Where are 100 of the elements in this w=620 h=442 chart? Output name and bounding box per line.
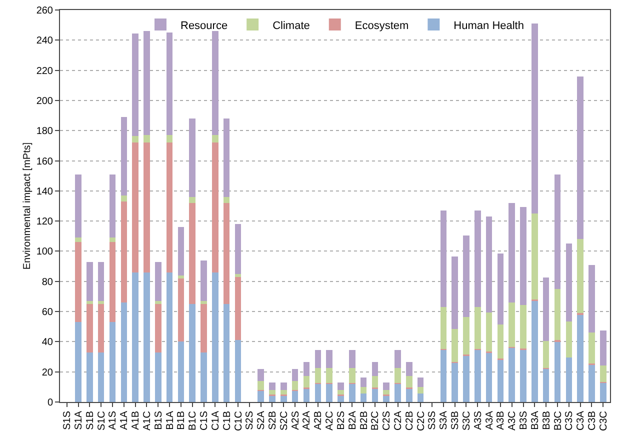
bar	[200, 300, 207, 304]
bar	[463, 235, 470, 317]
bar	[189, 304, 196, 402]
bar	[258, 390, 264, 402]
x-tick-label: S3B	[450, 410, 462, 430]
bar	[189, 118, 196, 197]
bar	[75, 238, 82, 242]
bar	[86, 304, 93, 352]
bar	[200, 260, 207, 301]
x-tick-label: S2S	[244, 410, 256, 430]
bar	[292, 390, 298, 402]
legend-label: Human Health	[454, 20, 524, 32]
bar	[360, 386, 367, 394]
bar	[338, 382, 344, 390]
x-tick-label: C1A	[210, 410, 222, 430]
bar	[314, 368, 322, 384]
bar	[132, 142, 138, 272]
x-tick-label: S3S	[427, 410, 438, 430]
bar	[588, 264, 595, 333]
bar	[292, 381, 298, 390]
bar	[372, 376, 378, 388]
legend-label: Resource	[180, 20, 228, 32]
bar	[383, 390, 390, 395]
y-tick-label: 60	[42, 307, 54, 318]
x-tick-label: A2S	[290, 410, 302, 430]
bar	[588, 332, 595, 364]
bar	[566, 244, 572, 322]
x-tick-label: S1S	[62, 410, 74, 430]
bar	[417, 393, 424, 402]
bar	[200, 304, 207, 352]
y-tick-label: 120	[36, 216, 54, 228]
bar	[269, 382, 276, 390]
bar	[98, 352, 104, 402]
bar	[532, 300, 538, 402]
y-tick-label: 80	[42, 276, 54, 288]
bar	[303, 388, 310, 402]
bar	[554, 288, 561, 340]
bar	[120, 201, 128, 302]
bar	[234, 340, 242, 402]
x-tick-label: B2B	[358, 410, 370, 430]
x-tick-label: S1C	[96, 411, 108, 430]
bar	[417, 386, 424, 394]
bar	[554, 342, 561, 402]
bar	[166, 142, 173, 272]
bar	[178, 275, 184, 278]
bar	[600, 365, 606, 382]
bar	[212, 272, 218, 402]
bar	[132, 136, 138, 143]
bar	[166, 135, 173, 143]
bar	[440, 210, 447, 308]
bar	[497, 324, 504, 358]
bar	[269, 390, 276, 395]
x-tick-label: S1A	[74, 410, 85, 430]
bar	[463, 316, 470, 355]
legend-label: Ecosystem	[354, 20, 409, 32]
bar	[577, 314, 584, 402]
bar	[486, 216, 492, 312]
bar	[144, 31, 150, 136]
x-tick-label: A2C	[324, 411, 336, 430]
bar	[109, 322, 116, 402]
bar	[372, 388, 378, 402]
x-tick-label: C2A	[393, 410, 404, 430]
bar	[120, 195, 128, 202]
bar	[154, 262, 162, 301]
bar	[406, 376, 412, 388]
x-tick-label: B3S	[518, 410, 530, 430]
bar	[166, 272, 173, 402]
x-tick-label: A1B	[130, 410, 142, 430]
bar	[109, 238, 116, 242]
x-tick-label: C2B	[404, 410, 416, 430]
x-tick-label: C1S	[199, 410, 210, 430]
x-tick-label: C3A	[576, 410, 587, 430]
bar	[348, 350, 356, 368]
bar	[144, 142, 150, 272]
bar	[542, 278, 550, 341]
bar	[360, 378, 367, 387]
bar	[189, 202, 196, 304]
y-tick-label: 100	[36, 246, 54, 258]
bar	[338, 390, 344, 395]
bar	[109, 242, 116, 322]
x-tick-label: B3B	[541, 410, 552, 430]
bar	[600, 382, 606, 402]
bar	[223, 118, 230, 197]
legend-label: Climate	[272, 20, 310, 32]
bar	[258, 369, 264, 382]
x-tick-label: A1C	[142, 411, 153, 430]
bar	[154, 300, 162, 304]
bar	[566, 321, 572, 358]
x-tick-label: B3A	[530, 410, 541, 430]
y-tick-label: 260	[36, 6, 54, 16]
bar	[542, 340, 550, 368]
bar	[86, 262, 93, 301]
y-tick-label: 0	[47, 398, 54, 408]
x-tick-label: C2S	[382, 410, 393, 430]
x-tick-label: C3B	[586, 410, 598, 430]
bar	[520, 206, 526, 305]
x-tick-label: A3B	[496, 410, 507, 430]
x-tick-label: A2B	[313, 410, 324, 430]
bar	[542, 368, 550, 402]
bar	[394, 384, 401, 402]
